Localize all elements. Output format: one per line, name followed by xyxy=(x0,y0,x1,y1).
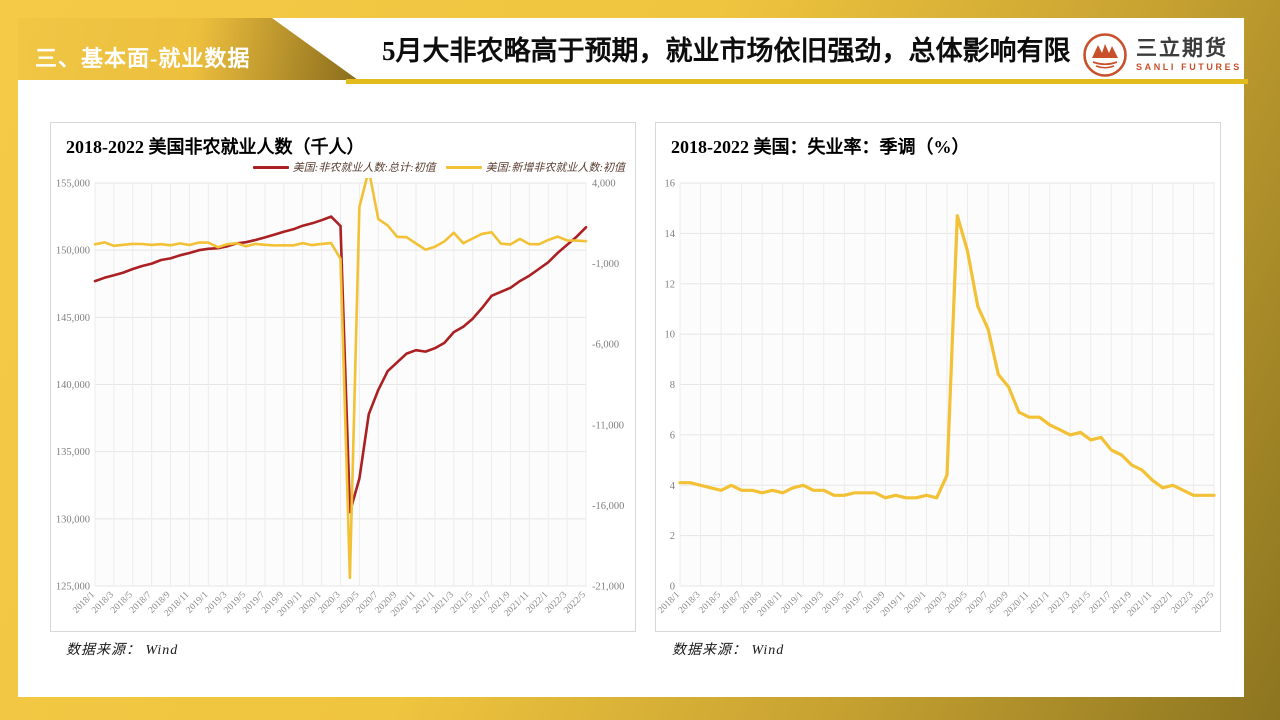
chart-legend: 美国:非农就业人数:总计:初值 美国:新增非农就业人数:初值 xyxy=(252,159,625,175)
svg-text:16: 16 xyxy=(665,179,676,190)
svg-text:8: 8 xyxy=(670,380,675,391)
nonfarm-payrolls-line-chart: 125,000 130,000 135,000 140,000 145,000 150,0… xyxy=(56,178,624,619)
source-note: 数据来源： Wind xyxy=(672,643,785,658)
svg-text:2019/5: 2019/5 xyxy=(821,590,847,616)
svg-text:12: 12 xyxy=(665,279,676,290)
svg-text:125,000: 125,000 xyxy=(56,582,90,593)
svg-text:-1,000: -1,000 xyxy=(592,259,619,270)
mountain-circle-logo-icon xyxy=(1083,33,1127,77)
svg-text:2018/7: 2018/7 xyxy=(718,590,744,616)
svg-text:130,000: 130,000 xyxy=(56,514,90,525)
svg-text:155,000: 155,000 xyxy=(56,179,90,190)
source-note: 数据来源： Wind xyxy=(66,643,179,658)
svg-text:2018/1: 2018/1 xyxy=(656,590,682,616)
svg-text:150,000: 150,000 xyxy=(56,246,90,257)
svg-text:2: 2 xyxy=(670,531,675,542)
header-underline xyxy=(346,79,1248,84)
svg-text:2019/3: 2019/3 xyxy=(800,590,826,616)
svg-text:135,000: 135,000 xyxy=(56,447,90,458)
svg-text:-21,000: -21,000 xyxy=(592,582,624,593)
svg-text:2021/5: 2021/5 xyxy=(1067,590,1093,616)
svg-text:2020/7: 2020/7 xyxy=(964,590,990,616)
main-title: 5月大非农略高于预期，就业市场依旧强劲，总体影响有限 xyxy=(382,36,1071,66)
chart-title: 2018-2022 美国：失业率：季调（%） xyxy=(671,137,970,157)
svg-text:14: 14 xyxy=(665,229,676,240)
svg-text:4: 4 xyxy=(670,481,676,492)
svg-text:-6,000: -6,000 xyxy=(592,340,619,351)
svg-text:2022/1: 2022/1 xyxy=(1149,590,1175,616)
svg-text:-11,000: -11,000 xyxy=(592,420,624,431)
svg-text:2018/3: 2018/3 xyxy=(677,590,703,616)
chart-title: 2018-2022 美国非农就业人数（千人） xyxy=(66,137,365,157)
legend-swatch-yellow xyxy=(445,165,482,169)
svg-text:2022/5: 2022/5 xyxy=(1190,590,1216,616)
svg-text:-16,000: -16,000 xyxy=(592,501,624,512)
section-title: 三、基本面-就业数据 xyxy=(35,46,251,71)
svg-text:2021/3: 2021/3 xyxy=(1047,590,1073,616)
legend-swatch-red xyxy=(252,165,289,169)
svg-text:2020/3: 2020/3 xyxy=(923,590,949,616)
legend-item: 美国:新增非农就业人数:初值 xyxy=(445,159,625,175)
svg-text:6: 6 xyxy=(670,430,675,441)
svg-text:2019/7: 2019/7 xyxy=(841,590,867,616)
svg-text:0: 0 xyxy=(670,582,675,593)
svg-text:2022/5: 2022/5 xyxy=(562,590,588,616)
svg-text:2019/1: 2019/1 xyxy=(780,590,806,616)
chart-panel-nonfarm-payrolls: 2018-2022 美国非农就业人数（千人） 美国:非农就业人数:总计:初值 美… xyxy=(50,122,636,632)
svg-text:2021/7: 2021/7 xyxy=(1088,590,1114,616)
svg-text:10: 10 xyxy=(665,330,676,341)
logo-name-en: SANLI FUTURES xyxy=(1136,62,1242,72)
svg-text:145,000: 145,000 xyxy=(56,313,90,324)
company-logo: 三立期货 SANLI FUTURES xyxy=(1082,31,1242,79)
svg-text:2020/1: 2020/1 xyxy=(903,590,929,616)
svg-text:2021/1: 2021/1 xyxy=(1026,590,1052,616)
legend-label: 美国:非农就业人数:总计:初值 xyxy=(292,162,436,174)
svg-text:140,000: 140,000 xyxy=(56,380,90,391)
chart-panel-unemployment-rate: 2018-2022 美国：失业率：季调（%） 0 2 4 6 8 10 12 14 16 2018… xyxy=(655,122,1221,632)
svg-text:4,000: 4,000 xyxy=(592,179,616,190)
legend-item: 美国:非农就业人数:总计:初值 xyxy=(252,159,436,175)
svg-text:2018/5: 2018/5 xyxy=(697,590,723,616)
svg-text:2020/5: 2020/5 xyxy=(944,590,970,616)
legend-label: 美国:新增非农就业人数:初值 xyxy=(485,162,625,174)
svg-text:2022/3: 2022/3 xyxy=(1170,590,1196,616)
logo-name-cn: 三立期货 xyxy=(1136,37,1228,60)
